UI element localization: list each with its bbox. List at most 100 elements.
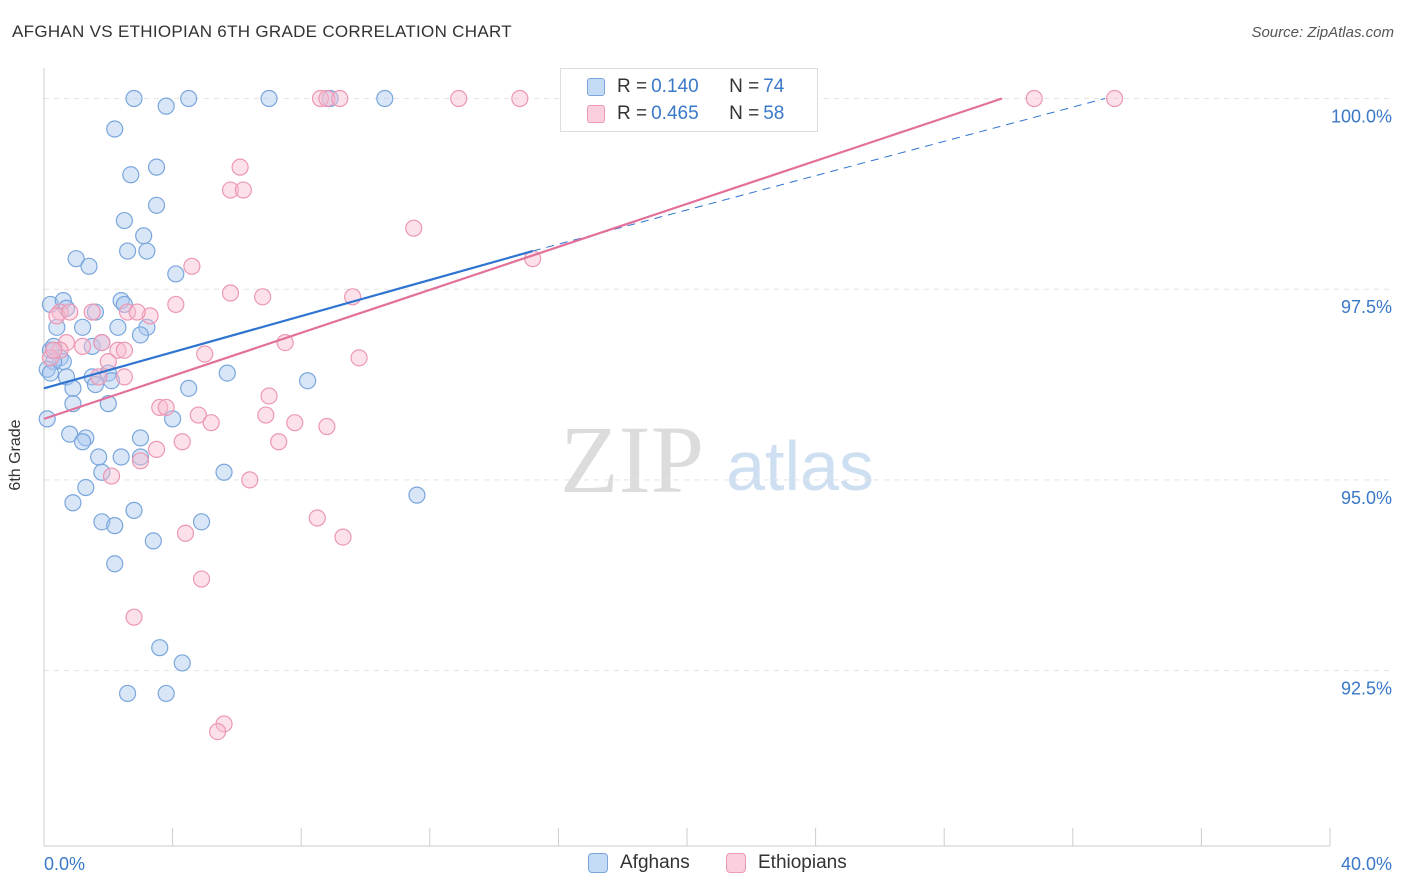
ethiopian-point [167,295,185,314]
afghan-point [64,494,82,512]
ethiopian-point [128,303,146,321]
x-tick-label: 0.0% [44,854,85,874]
ethiopian-point [45,341,63,359]
y-tick-label: 95.0% [1341,488,1392,508]
ethiopians-trend-line [43,97,1003,420]
afghan-point [112,448,130,466]
ethiopian-point [241,471,259,489]
n-label: N = [729,76,760,97]
ethiopians-legend-swatch [726,853,746,873]
ethiopian-point [61,303,79,321]
afghan-point [93,513,111,531]
afghan-point [135,227,153,245]
afghan-point [41,364,60,382]
ethiopian-point [173,433,191,451]
y-tick-label: 100.0% [1331,107,1392,127]
ethiopian-point [286,414,304,432]
afghan-point [144,532,162,550]
x-tick-label: 40.0% [1341,854,1392,874]
ethiopian-point [209,722,227,741]
afghan-point [106,555,124,573]
afghan-point [157,684,175,703]
afghan-point [131,429,150,447]
ethiopian-point [334,528,352,546]
ethiopian-point [254,288,272,306]
afghan-point [93,463,111,481]
ethiopian-point [350,349,368,367]
legend-item-ethiopians[interactable]: Ethiopians [726,852,847,874]
source-label: Source: ZipAtlas.com [1251,24,1394,41]
afghan-point [118,684,137,703]
afghan-point [118,242,137,260]
afghan-point [151,639,169,657]
r-value: 0.140 [651,76,699,97]
ethiopian-point [118,303,137,321]
afghans-trend-extension [532,98,1106,252]
ethiopian-point [115,368,133,386]
ethiopian-point [450,89,468,108]
ethiopian-point [102,467,121,485]
watermark: ZIP atlas [560,406,874,513]
afghan-point [80,257,98,275]
legend-row-ethiopians: R = 0.465 N = 58 [587,102,784,126]
ethiopian-point [189,406,207,424]
ethiopian-point [318,417,336,436]
ethiopian-point [131,452,150,470]
ethiopian-point [48,307,66,325]
afghan-point [125,89,143,108]
afghans-swatch [587,78,605,96]
afghan-point [90,448,108,466]
ethiopian-point [83,303,101,321]
ethiopian-point [115,341,133,359]
ethiopian-point [147,440,166,458]
afghan-point [376,89,394,108]
ethiopian-point [202,414,220,432]
n-label: N = [729,103,760,124]
ethiopian-point [331,89,349,108]
ethiopian-point [196,345,214,363]
afghan-point [109,318,127,336]
watermark-zip: ZIP [560,406,704,513]
ethiopian-point [157,398,175,417]
trend-lines [43,97,1106,420]
ethiopian-point [125,608,143,626]
ethiopian-point [99,353,117,371]
ethiopian-point [141,307,159,325]
ethiopian-point [231,158,249,176]
ethiopians-swatch [587,105,605,123]
afghan-point [180,379,198,397]
afghan-point [73,433,92,451]
afghan-point [67,250,85,268]
ethiopian-point [221,181,240,199]
ethiopian-point [260,387,278,405]
afghans-legend-swatch [588,853,608,873]
afghan-point [83,337,101,356]
afghan-point [77,478,95,497]
afghan-point [106,120,124,138]
ethiopian-point [221,284,240,302]
ethiopian-point [1105,89,1124,108]
afghan-point [299,372,317,390]
afghan-point [115,211,133,230]
y-tick-label: 92.5% [1341,679,1392,699]
afghan-point [167,265,185,283]
ethiopian-point [176,524,195,542]
legend-item-afghans[interactable]: Afghans [588,852,690,874]
ethiopian-point [93,333,111,352]
ethiopians-legend-label: Ethiopians [758,852,847,873]
legend-row-afghans: R = 0.140 N = 74 [587,75,784,99]
chart-title: AFGHAN VS ETHIOPIAN 6TH GRADE CORRELATIO… [12,22,512,41]
ethiopian-point [109,341,127,359]
afghan-point [180,89,198,108]
afghan-point [192,513,211,531]
tick-labels: 100.0% 97.5% 95.0% 92.5% 0.0% 40.0% [44,107,1392,874]
n-value: 74 [763,76,785,97]
afghan-point [61,425,79,443]
ethiopian-point [511,89,529,108]
ethiopian-point [270,433,288,451]
afghan-point [157,97,175,115]
afghan-point [260,89,278,108]
y-tick-label: 97.5% [1341,297,1392,317]
watermark-atlas: atlas [726,427,874,505]
afghan-point [102,372,121,390]
